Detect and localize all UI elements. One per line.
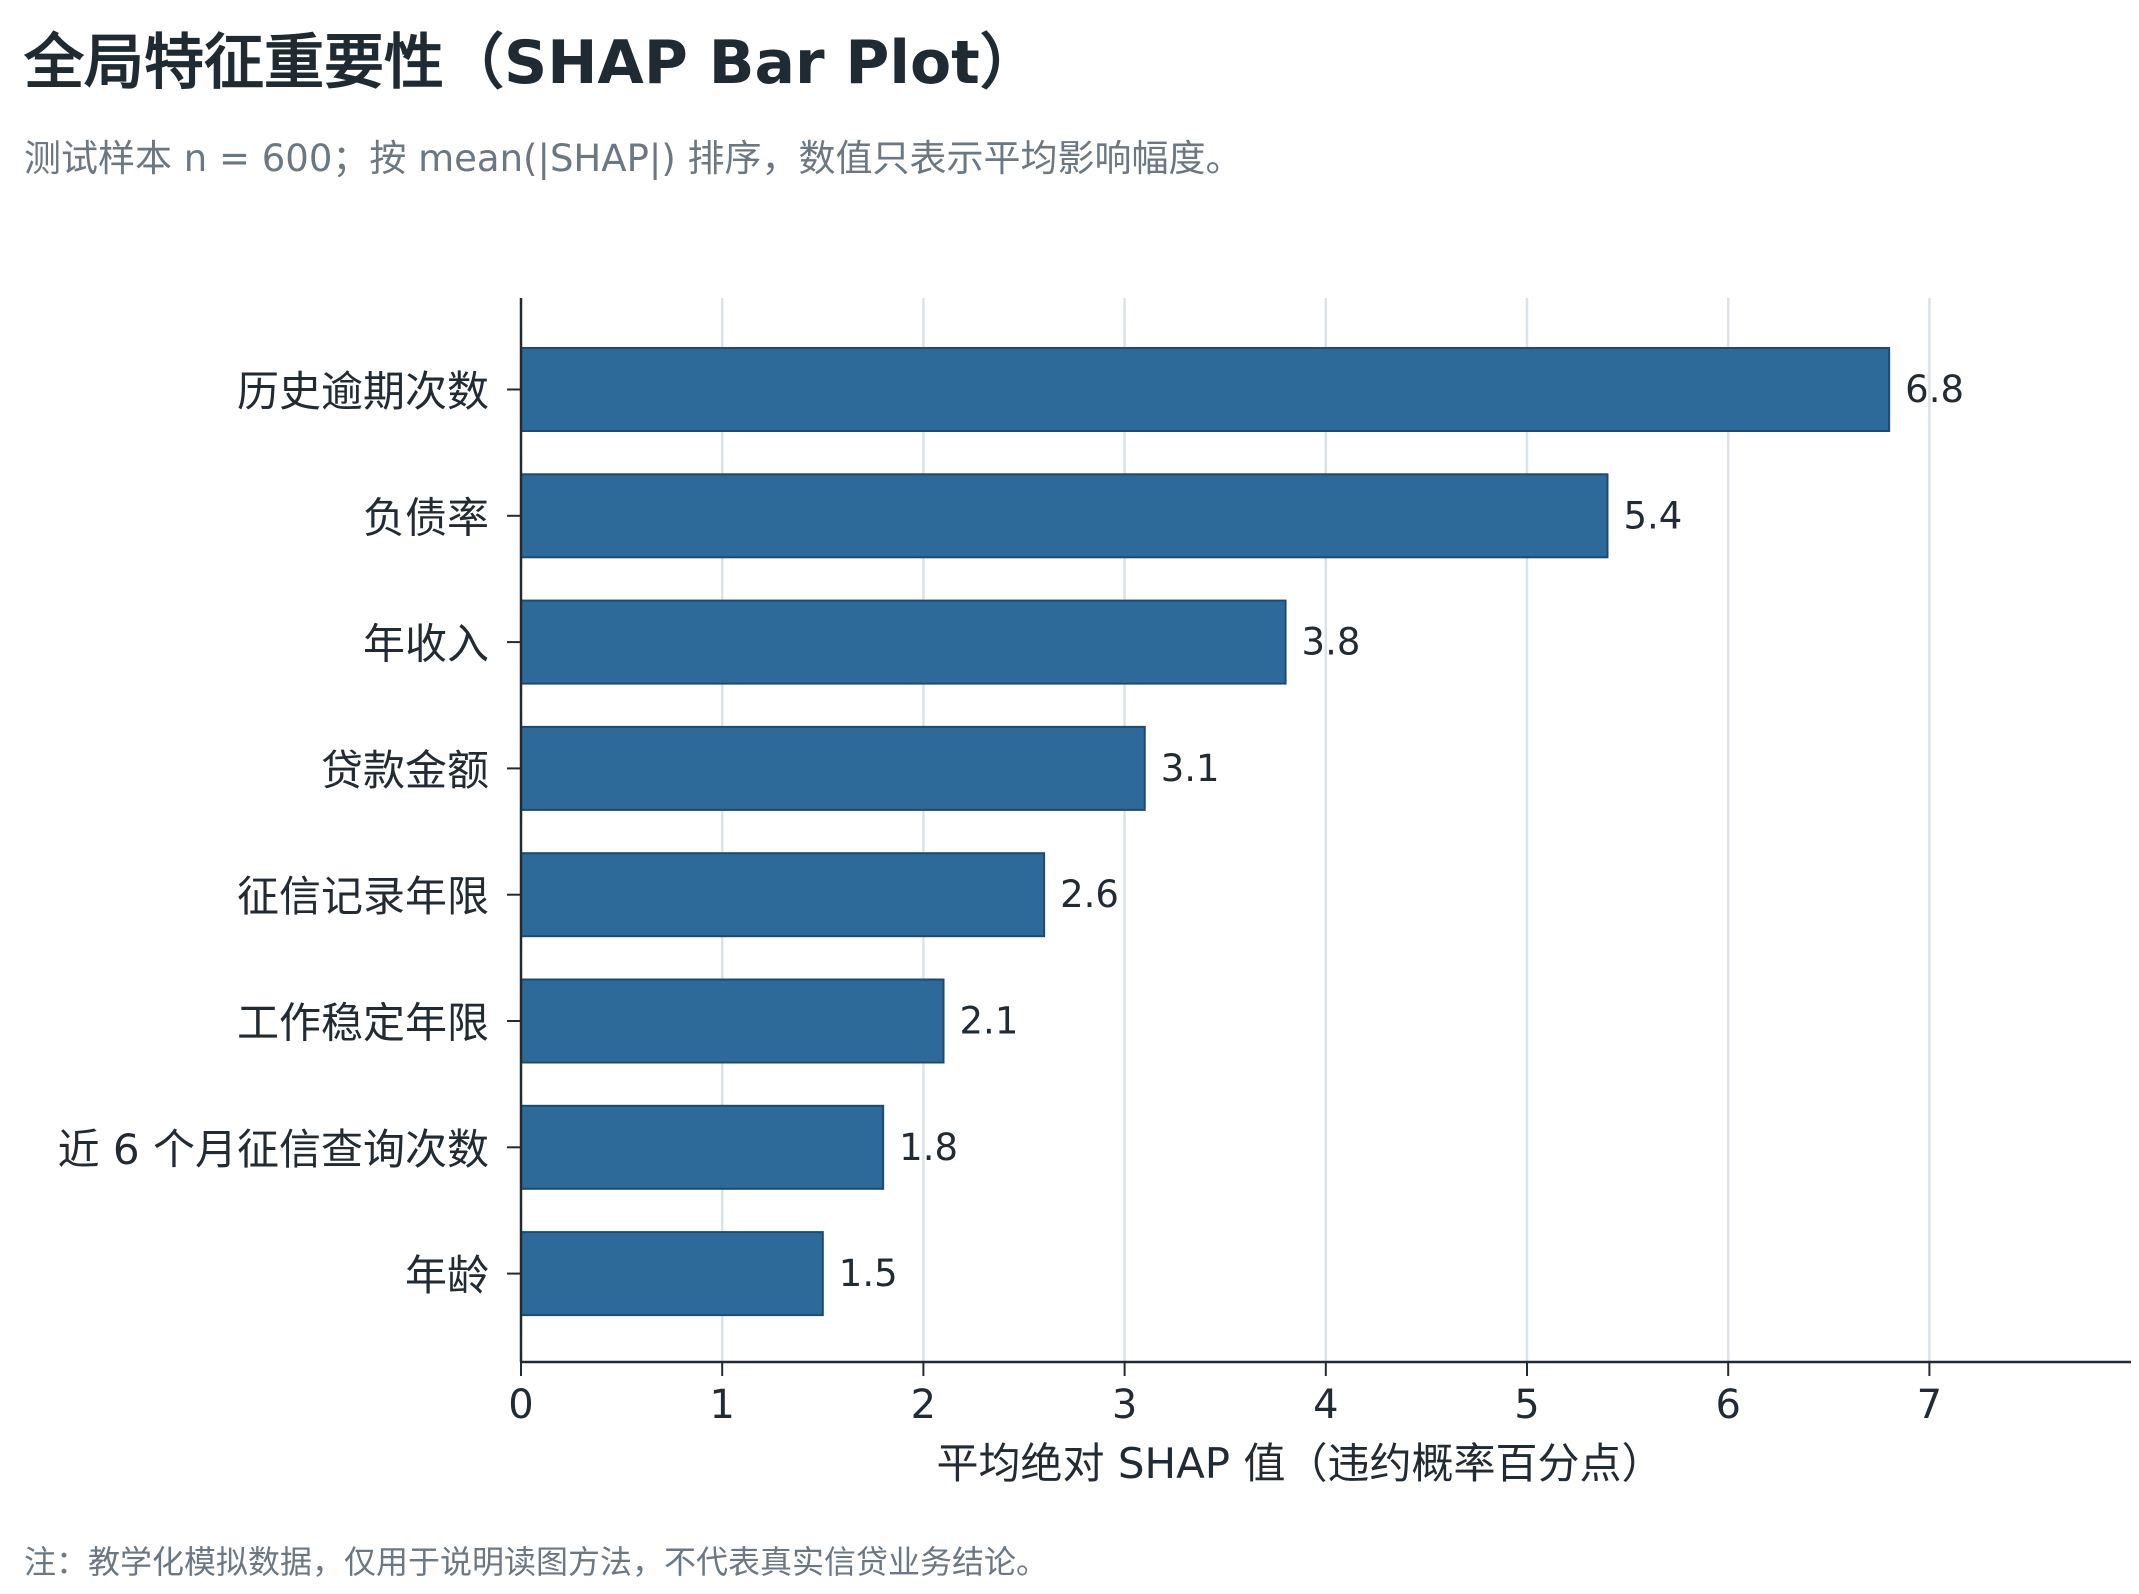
- labels: 6.8 历史逾期次数 5.4 负债率 3.8 年收入 3.1 贷款金额 2.6 征信记录年限 2.1…: [58, 367, 1964, 1428]
- category-label: 年收入: [363, 620, 489, 669]
- category-label: 贷款金额: [321, 746, 489, 795]
- bar: [520, 347, 1891, 432]
- chart-subtitle: 测试样本 n = 600；按 mean(|SHAP|) 排序，数值只表示平均影响…: [24, 137, 1243, 180]
- x-tick-label: 4: [1313, 1382, 1338, 1428]
- value-label: 2.6: [1060, 873, 1119, 916]
- value-label: 5.4: [1623, 494, 1682, 537]
- x-tick-label: 5: [1514, 1382, 1539, 1428]
- value-label: 6.8: [1905, 368, 1964, 411]
- category-label: 工作稳定年限: [237, 999, 489, 1048]
- bar: [520, 725, 1146, 811]
- gridlines: [720, 298, 1931, 1362]
- value-label: 2.1: [960, 1000, 1019, 1043]
- x-tick-label: 3: [1112, 1382, 1137, 1428]
- x-axis-title: 平均绝对 SHAP 值（违约概率百分点）: [936, 1439, 1663, 1488]
- category-label: 年龄: [405, 1251, 489, 1300]
- value-label: 1.5: [839, 1252, 898, 1295]
- bar: [520, 978, 945, 1064]
- bar: [520, 599, 1287, 685]
- x-tick-label: 6: [1715, 1382, 1740, 1428]
- bar: [520, 473, 1609, 559]
- category-label: 历史逾期次数: [237, 367, 489, 416]
- category-label: 征信记录年限: [237, 872, 489, 921]
- category-label: 负债率: [363, 493, 489, 542]
- footnote: 注：教学化模拟数据，仅用于说明读图方法，不代表真实信贷业务结论。: [24, 1543, 1049, 1581]
- bars: [520, 347, 1891, 1317]
- x-tick-label: 2: [911, 1382, 936, 1428]
- bar: [520, 1231, 824, 1317]
- x-tick-label: 1: [709, 1382, 734, 1428]
- bar: [520, 852, 1046, 938]
- bar: [520, 1104, 885, 1190]
- x-tick-label: 0: [508, 1382, 533, 1428]
- value-label: 1.8: [899, 1126, 958, 1169]
- x-tick-label: 7: [1917, 1382, 1942, 1428]
- axes: [507, 298, 2131, 1376]
- value-label: 3.1: [1161, 747, 1220, 790]
- chart-title: 全局特征重要性（SHAP Bar Plot）: [24, 28, 1040, 98]
- value-label: 3.8: [1302, 621, 1361, 664]
- category-label: 近 6 个月征信查询次数: [58, 1125, 489, 1174]
